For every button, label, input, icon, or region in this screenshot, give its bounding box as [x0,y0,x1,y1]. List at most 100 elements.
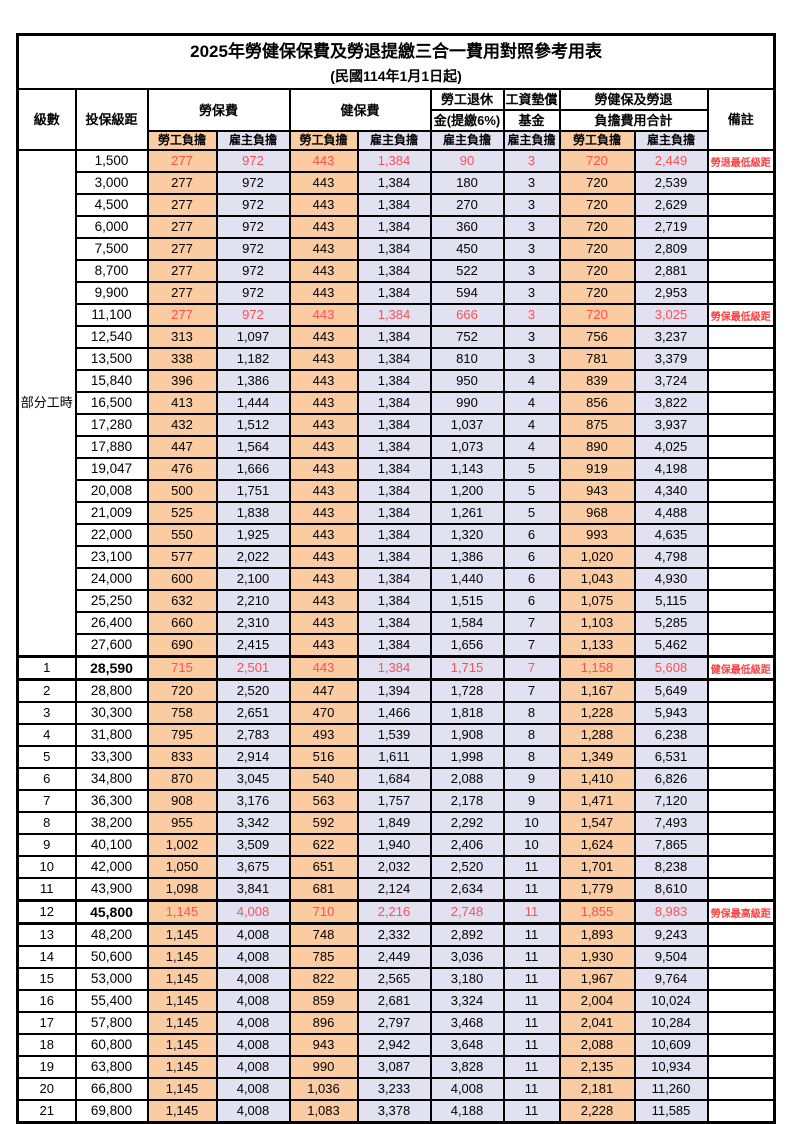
value-cell: 781 [558,347,636,371]
header-wage-fund-line1: 工資墊償 [502,88,561,111]
value-cell: 11 [502,967,561,991]
value-cell: 3,937 [633,413,709,437]
subheader-labor-employee: 勞工負擔 [146,130,218,151]
value-cell: 7 [502,655,561,681]
value-cell: 2,088 [429,767,505,791]
value-cell: 1,158 [558,655,636,681]
bracket-cell: 3,000 [74,171,149,195]
value-cell: 8 [502,745,561,769]
table-row: 24,000 600 2,100 443 1,384 1,440 6 1,043 4,930 [18,567,776,591]
value-cell: 1,855 [558,899,636,925]
value-cell: 4,635 [633,523,709,547]
bracket-cell: 24,000 [74,567,149,591]
value-cell: 2,332 [356,922,432,947]
value-cell: 1,838 [215,501,291,525]
level-cell: 18 [16,1033,77,1057]
remark-cell [706,922,776,947]
level-cell: 20 [16,1077,77,1101]
value-cell: 1,547 [558,811,636,835]
value-cell: 1,384 [356,215,432,239]
value-cell: 1,083 [288,1099,359,1124]
value-cell: 5,649 [633,678,709,703]
bracket-cell: 4,500 [74,193,149,217]
value-cell: 5,462 [633,633,709,658]
value-cell: 600 [146,567,218,591]
value-cell: 943 [558,479,636,503]
value-cell: 11 [502,945,561,969]
value-cell: 9,504 [633,945,709,969]
page-subtitle: (民國114年1月1日起) [330,68,462,84]
value-cell: 720 [558,193,636,217]
value-cell: 450 [429,237,505,261]
value-cell: 2,681 [356,989,432,1013]
value-cell: 1,818 [429,701,505,725]
remark-cell [706,701,776,725]
table-row: 8 38,200 955 3,342 592 1,849 2,292 10 1,547 7,493 [16,811,776,835]
value-cell: 9 [502,767,561,791]
remark-cell [706,501,776,525]
remark-cell [706,413,776,437]
value-cell: 720 [558,149,636,173]
remark-cell [706,281,776,305]
value-cell: 1,145 [146,1011,218,1035]
remark-cell [706,767,776,791]
value-cell: 1,930 [558,945,636,969]
value-cell: 752 [429,325,505,349]
part-time-cell: 部分工時 [16,149,77,658]
bracket-cell: 36,300 [74,789,149,813]
level-cell: 16 [16,989,77,1013]
value-cell: 1,145 [146,989,218,1013]
value-cell: 4,008 [215,1077,291,1101]
value-cell: 822 [288,967,359,991]
value-cell: 1,624 [558,833,636,857]
remark-cell [706,855,776,879]
value-cell: 443 [288,633,359,658]
subheader-health-employer: 雇主負擔 [356,130,432,151]
table-row: 4,500 277 972 443 1,384 270 3 720 2,629 [18,193,776,217]
value-cell: 8,610 [633,877,709,902]
value-cell: 432 [146,413,218,437]
value-cell: 2,022 [215,545,291,569]
value-cell: 4,008 [215,945,291,969]
value-cell: 1,097 [215,325,291,349]
value-cell: 443 [288,413,359,437]
value-cell: 1,167 [558,678,636,703]
level-cell: 1 [16,655,77,681]
remark-cell [706,193,776,217]
bracket-cell: 6,000 [74,215,149,239]
value-cell: 4,008 [215,967,291,991]
remark-cell [706,347,776,371]
remark-cell: 健保最低級距 [706,655,776,681]
value-cell: 2,415 [215,633,291,658]
value-cell: 5,115 [633,589,709,613]
value-cell: 4,008 [215,922,291,947]
title-row: 2025年勞健保保費及勞退提繳三合一費用對照參考用表 (民國114年1月1日起) [16,33,776,90]
bracket-cell: 63,800 [74,1055,149,1079]
value-cell: 2,292 [429,811,505,835]
value-cell: 856 [558,391,636,415]
value-cell: 1,584 [429,611,505,635]
value-cell: 443 [288,435,359,459]
value-cell: 1,145 [146,899,218,925]
value-cell: 1,440 [429,567,505,591]
bracket-cell: 31,800 [74,723,149,747]
value-cell: 313 [146,325,218,349]
value-cell: 3,509 [215,833,291,857]
value-cell: 1,384 [356,523,432,547]
bracket-cell: 7,500 [74,237,149,261]
value-cell: 2,041 [558,1011,636,1035]
value-cell: 4,798 [633,545,709,569]
table-row: 9 40,100 1,002 3,509 622 1,940 2,406 10 1,624 7,8… [16,833,776,857]
value-cell: 666 [429,303,505,327]
value-cell: 447 [288,678,359,703]
value-cell: 919 [558,457,636,481]
table-body: 部分工時 1,500 277 972 443 1,384 90 3 720 2,449 勞退最低級距… [16,149,776,1124]
remark-cell [706,457,776,481]
value-cell: 1,893 [558,922,636,947]
value-cell: 6 [502,545,561,569]
value-cell: 11 [502,989,561,1013]
value-cell: 875 [558,413,636,437]
value-cell: 990 [288,1055,359,1079]
value-cell: 2,088 [558,1033,636,1057]
value-cell: 443 [288,479,359,503]
